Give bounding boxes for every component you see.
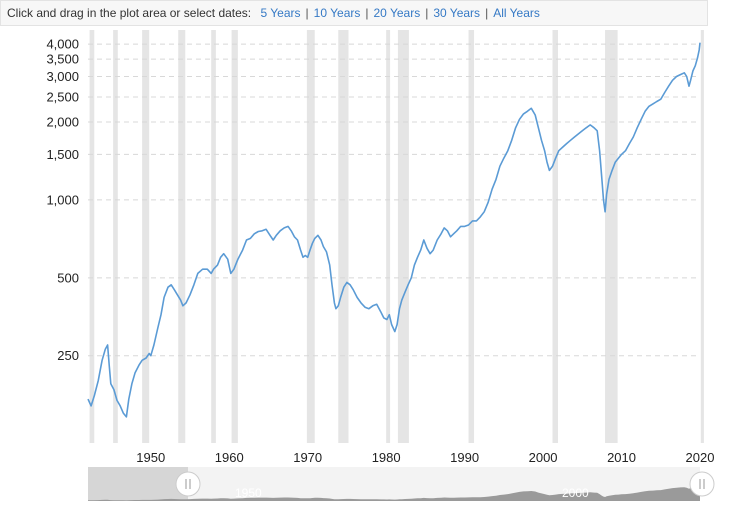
y-tick-label: 250: [57, 348, 79, 363]
recession-band: [89, 30, 95, 443]
y-axis-labels: 250 500 1,000 1,500 2,000 2,500 3,000 3,5004,00…: [46, 37, 79, 364]
recession-band: [113, 30, 118, 443]
y-tick-label: 2,500: [46, 89, 79, 104]
y-tick-label: 4,000: [46, 37, 79, 52]
range-navigator[interactable]: 1950 2000: [88, 467, 715, 501]
recession-band: [231, 30, 238, 443]
y-gridlines: [88, 43, 700, 357]
x-tick-label: 1950: [136, 450, 165, 465]
x-tick-label: 1980: [372, 450, 401, 465]
range-20-years-link[interactable]: 20 Years: [373, 6, 421, 20]
x-tick-label: 1960: [215, 450, 244, 465]
recession-band: [306, 30, 315, 443]
y-tick-label: 2,000: [46, 115, 79, 130]
navigator-label-1950: 1950: [235, 486, 262, 500]
price-chart[interactable]: 250 500 1,000 1,500 2,000 2,500 3,000 3,5004,00…: [0, 28, 732, 526]
x-axis-labels: 1950 1960 1970 1980 1990 2000 2010 2020: [136, 450, 714, 465]
grip-lines-icon: [699, 479, 705, 489]
navigator-mini-series: [88, 483, 700, 501]
range-separator: |: [305, 6, 309, 20]
range-separator: |: [425, 6, 429, 20]
date-range-toolbar: Click and drag in the plot area or selec…: [0, 0, 708, 26]
series-layer: [87, 42, 701, 418]
range-separator: |: [365, 6, 369, 20]
range-all-years-link[interactable]: All Years: [493, 6, 540, 20]
x-tick-label: 1990: [450, 450, 479, 465]
y-tick-label: 500: [57, 270, 79, 285]
x-tick-label: 1970: [293, 450, 322, 465]
recession-band: [386, 30, 391, 443]
y-tick-label: 3,000: [46, 69, 79, 84]
recession-band: [552, 30, 558, 443]
date-range-prompt: Click and drag in the plot area or selec…: [7, 6, 252, 20]
recession-band: [211, 30, 216, 443]
recession-band: [397, 30, 409, 443]
recession-band: [700, 30, 704, 443]
x-tick-label: 2010: [607, 450, 636, 465]
navigator-right-handle[interactable]: [689, 471, 715, 497]
x-tick-label: 2000: [529, 450, 558, 465]
y-tick-label: 1,500: [46, 147, 79, 162]
range-separator: |: [485, 6, 489, 20]
recession-bands: [89, 30, 704, 443]
y-tick-label: 3,500: [46, 52, 79, 67]
range-30-years-link[interactable]: 30 Years: [433, 6, 481, 20]
range-10-years-link[interactable]: 10 Years: [313, 6, 361, 20]
recession-band: [142, 30, 150, 443]
grip-lines-icon: [185, 479, 191, 489]
y-tick-label: 1,000: [46, 192, 79, 207]
navigator-unselected-left: [88, 467, 188, 501]
x-tick-label: 2020: [686, 450, 715, 465]
navigator-left-handle[interactable]: [175, 471, 201, 497]
recession-band: [468, 30, 475, 443]
recession-band: [338, 30, 349, 443]
navigator-label-2000: 2000: [562, 486, 589, 500]
range-5-years-link[interactable]: 5 Years: [260, 6, 301, 20]
recession-band: [178, 30, 186, 443]
recession-band: [605, 30, 618, 443]
series-line: [87, 42, 701, 418]
